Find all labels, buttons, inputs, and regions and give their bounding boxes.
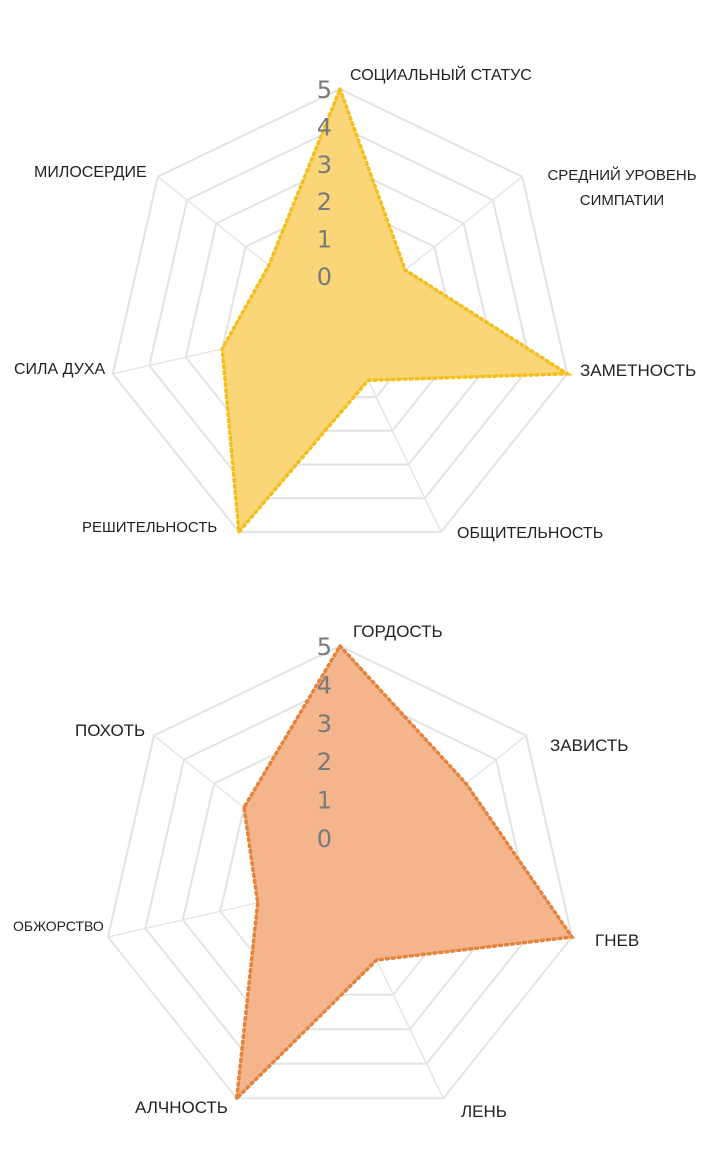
tick-label: 0 — [317, 825, 332, 853]
axis-label: СИЛА ДУХА — [14, 361, 106, 378]
radar-chart-sins: 0 1 2 3 4 5 ГОРДОСТЬ ЗАВИСТЬ ГНЕВ ЛЕНЬ АЛЧНОСТЬ ОБЖ… — [13, 622, 639, 1121]
data-area — [234, 643, 576, 1104]
axis-label: ПОХОТЬ — [75, 721, 145, 740]
axis-label: ОБЩИТЕЛЬНОСТЬ — [457, 525, 603, 542]
tick-label: 5 — [317, 633, 332, 661]
grid-ring — [148, 125, 532, 500]
grid-ring — [111, 87, 569, 533]
grid-ring — [106, 644, 574, 1100]
data-point — [237, 530, 241, 534]
axis-label: ЛЕНЬ — [461, 1102, 507, 1121]
data-point — [338, 644, 342, 648]
data-point — [235, 1096, 239, 1100]
tick-label: 0 — [317, 263, 332, 291]
axis-label: ГНЕВ — [595, 931, 639, 950]
data-point — [220, 347, 224, 351]
radar-chart-qualities: 0 1 2 3 4 5 СОЦИАЛЬНЫЙ СТАТУС СРЕДНИЙ УРОВЕНЬ СИ… — [14, 65, 697, 542]
axis-label: СРЕДНИЙ УРОВЕНЬ СИМПАТИИ — [547, 166, 696, 209]
data-point — [375, 958, 379, 962]
data-point — [256, 901, 260, 905]
data-area — [220, 84, 573, 537]
tick-label: 1 — [317, 787, 332, 815]
grid-ring — [221, 200, 459, 432]
tick-label: 2 — [317, 188, 332, 216]
tick-label: 4 — [317, 113, 332, 141]
axis-label: АЛЧНОСТЬ — [135, 1098, 228, 1117]
data-point — [366, 378, 370, 382]
tick-label: 4 — [317, 671, 332, 699]
tick-label: 2 — [317, 748, 332, 776]
data-point — [570, 935, 574, 939]
data-point — [242, 805, 246, 809]
axis-label: МИЛОСЕРДИЕ — [34, 164, 147, 181]
tick-label: 3 — [317, 710, 332, 738]
data-point — [565, 372, 569, 376]
data-point — [267, 263, 271, 267]
axis-spoke — [359, 363, 442, 533]
axis-label: ЗАМЕТНОСТЬ — [580, 361, 696, 380]
grid-ring — [184, 162, 496, 466]
tick-label: 1 — [317, 226, 332, 254]
axis-label: ЗАВИСТЬ — [550, 736, 628, 755]
axis-label: ГОРДОСТЬ — [353, 622, 443, 641]
axis-label: СОЦИАЛЬНЫЙ СТАТУС — [350, 65, 532, 84]
data-point — [464, 781, 468, 785]
tick-label: 5 — [317, 76, 332, 104]
data-point — [403, 268, 407, 272]
axis-label: РЕШИТЕЛЬНОСТЬ — [82, 519, 217, 536]
axis-label: ОБЖОРСТВО — [13, 918, 104, 934]
data-point — [338, 87, 342, 91]
grid-ring — [144, 683, 536, 1065]
tick-label: 3 — [317, 151, 332, 179]
